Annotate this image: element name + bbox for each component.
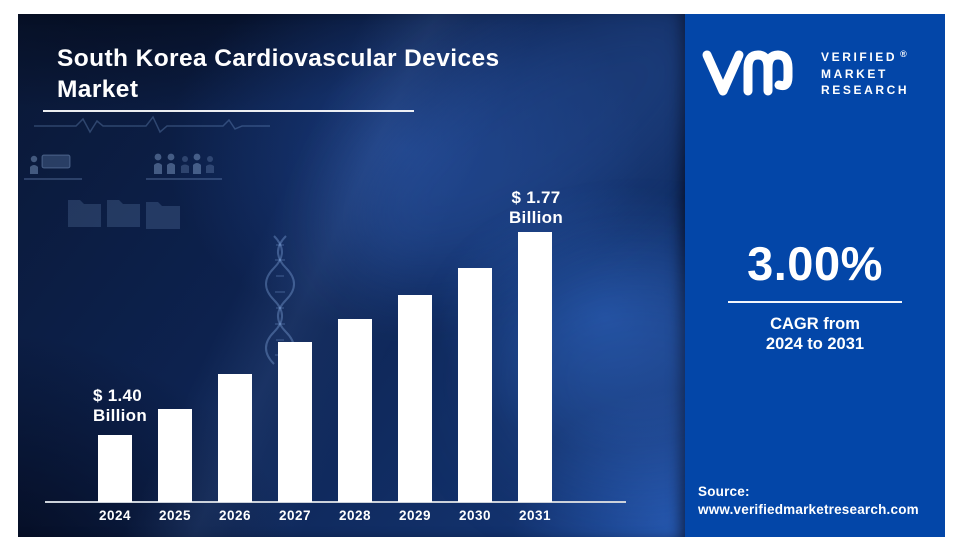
- value-label-2024-amount: $ 1.40: [93, 386, 143, 405]
- cagr-caption: CAGR from 2024 to 2031: [685, 314, 945, 354]
- cagr-caption-line2: 2024 to 2031: [765, 335, 865, 353]
- bar-2024: [98, 435, 132, 502]
- cagr-block: 3.00% CAGR from 2024 to 2031: [685, 236, 945, 354]
- logo-word-verified: VERIFIED ®: [821, 49, 907, 64]
- x-tick-2030: 2030: [458, 508, 492, 523]
- x-tick-2024: 2024: [98, 508, 132, 523]
- page-title-line1: South Korea Cardiovascular Devices: [57, 45, 500, 72]
- logo-word-research: RESEARCH: [821, 83, 910, 97]
- bar-2027: [278, 342, 312, 502]
- x-tick-2031: 2031: [518, 508, 552, 523]
- source-block: Source: www.verifiedmarketresearch.com: [698, 483, 919, 518]
- title-underline: [43, 110, 414, 112]
- infographic: South Korea Cardiovascular Devices Marke…: [18, 14, 945, 537]
- value-label-2024: $ 1.40 Billion: [93, 386, 147, 425]
- page-title: South Korea Cardiovascular Devices Marke…: [57, 43, 617, 105]
- people-icons: [30, 153, 214, 174]
- chart-panel: South Korea Cardiovascular Devices Marke…: [18, 14, 685, 537]
- vmr-logo-text: VERIFIED ® MARKET RESEARCH: [821, 49, 909, 99]
- cagr-divider: [728, 301, 902, 303]
- x-axis-line: [45, 501, 626, 503]
- bar-2025: [158, 409, 192, 502]
- x-tick-2027: 2027: [278, 508, 312, 523]
- value-label-2024-unit: Billion: [93, 405, 148, 425]
- cagr-caption-line1: CAGR from: [770, 315, 860, 333]
- bar-2031: [518, 232, 552, 502]
- x-tick-2026: 2026: [218, 508, 252, 523]
- value-label-2031: $ 1.77 Billion: [509, 188, 563, 227]
- bar-2028: [338, 319, 372, 502]
- bar-2026: [218, 374, 252, 502]
- background-decorations: [24, 115, 295, 365]
- bar-2029: [398, 295, 432, 502]
- x-tick-2028: 2028: [338, 508, 372, 523]
- folder-icons: [68, 200, 180, 229]
- logo-word-market: MARKET: [821, 66, 888, 81]
- ecg-line-icon: [34, 115, 270, 134]
- page-title-line2: Market: [57, 76, 139, 103]
- sidebar: VERIFIED ® MARKET RESEARCH 3.00% CAGR fro…: [685, 14, 945, 537]
- x-tick-2029: 2029: [398, 508, 432, 523]
- bar-2030: [458, 268, 492, 502]
- value-label-2031-amount: $ 1.77: [511, 188, 561, 207]
- cagr-value: 3.00%: [747, 237, 883, 290]
- x-tick-2025: 2025: [158, 508, 192, 523]
- badge-icon: [41, 154, 71, 169]
- vmr-logo: VERIFIED ® MARKET RESEARCH: [701, 47, 909, 99]
- source-label: Source:: [698, 484, 750, 499]
- registered-trademark-icon: ®: [900, 49, 907, 59]
- source-url: www.verifiedmarketresearch.com: [698, 501, 919, 517]
- vmr-logo-icon: [702, 50, 793, 96]
- bar-chart: 2024 2025 2026 2027 2028 2029 2030 2031 $ 1.40 …: [18, 14, 685, 537]
- value-label-2031-unit: Billion: [508, 207, 564, 227]
